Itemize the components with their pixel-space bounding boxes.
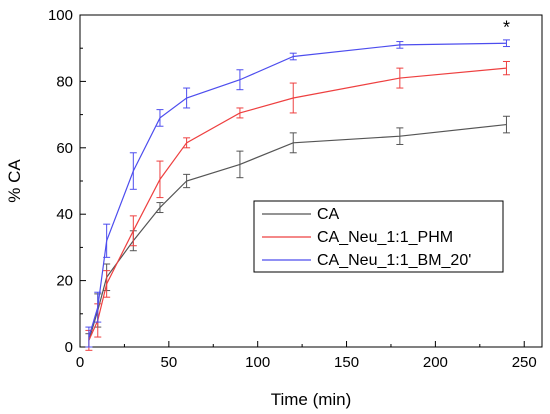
series-line xyxy=(88,67,507,341)
legend-label-ca: CA xyxy=(317,206,340,223)
legend: CA CA_Neu_1:1_PHM CA_Neu_1:1_BM_20' xyxy=(253,200,504,273)
y-axis: 0 20 40 60 80 100 xyxy=(48,7,86,356)
y-tick-label: 40 xyxy=(56,206,73,223)
significance-annotation: * xyxy=(503,18,510,38)
y-tick-label: 80 xyxy=(56,73,73,90)
x-tick-label: 150 xyxy=(334,354,359,371)
x-tick-label: 0 xyxy=(76,354,84,371)
series-line xyxy=(88,123,507,341)
y-tick-label: 100 xyxy=(48,7,73,24)
x-tick-label: 250 xyxy=(512,354,537,371)
x-tick-label: 200 xyxy=(423,354,448,371)
y-axis-title: % CA xyxy=(5,159,24,203)
y-tick-label: 60 xyxy=(56,140,73,157)
x-axis-title: Time (min) xyxy=(271,390,352,409)
series-line xyxy=(88,42,507,338)
y-tick-label: 0 xyxy=(65,339,73,356)
plot-area-frame xyxy=(79,14,543,348)
legend-label-bm20: CA_Neu_1:1_BM_20' xyxy=(317,252,471,269)
y-tick-label: 20 xyxy=(56,273,73,290)
series-layer xyxy=(85,39,510,351)
series-2 xyxy=(85,39,510,348)
series-1 xyxy=(85,60,510,351)
legend-label-phm: CA_Neu_1:1_PHM xyxy=(317,229,453,246)
x-axis: 0 50 100 150 200 250 xyxy=(76,341,537,371)
x-tick-label: 50 xyxy=(161,354,178,371)
x-tick-label: 100 xyxy=(245,354,270,371)
